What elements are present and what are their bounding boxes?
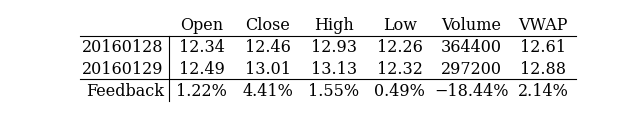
Text: 12.88: 12.88: [520, 60, 566, 77]
Text: 12.32: 12.32: [377, 60, 422, 77]
Text: 364400: 364400: [441, 39, 502, 56]
Text: Feedback: Feedback: [86, 82, 164, 99]
Text: Close: Close: [245, 17, 290, 34]
Text: 0.49%: 0.49%: [374, 82, 425, 99]
Text: 12.46: 12.46: [245, 39, 291, 56]
Text: 4.41%: 4.41%: [243, 82, 293, 99]
Text: 1.55%: 1.55%: [308, 82, 359, 99]
Text: 20160128: 20160128: [83, 39, 164, 56]
Text: High: High: [314, 17, 354, 34]
Text: 20160129: 20160129: [83, 60, 164, 77]
Text: Low: Low: [383, 17, 417, 34]
Text: 297200: 297200: [441, 60, 502, 77]
Text: 12.34: 12.34: [179, 39, 225, 56]
Text: 2.14%: 2.14%: [518, 82, 568, 99]
Text: 12.61: 12.61: [520, 39, 566, 56]
Text: 12.26: 12.26: [377, 39, 422, 56]
Text: 12.49: 12.49: [179, 60, 225, 77]
Text: 12.93: 12.93: [311, 39, 356, 56]
Text: VWAP: VWAP: [518, 17, 568, 34]
Text: 13.13: 13.13: [310, 60, 356, 77]
Text: 1.22%: 1.22%: [177, 82, 227, 99]
Text: −18.44%: −18.44%: [434, 82, 509, 99]
Text: Volume: Volume: [442, 17, 501, 34]
Text: 13.01: 13.01: [244, 60, 291, 77]
Text: Open: Open: [180, 17, 223, 34]
